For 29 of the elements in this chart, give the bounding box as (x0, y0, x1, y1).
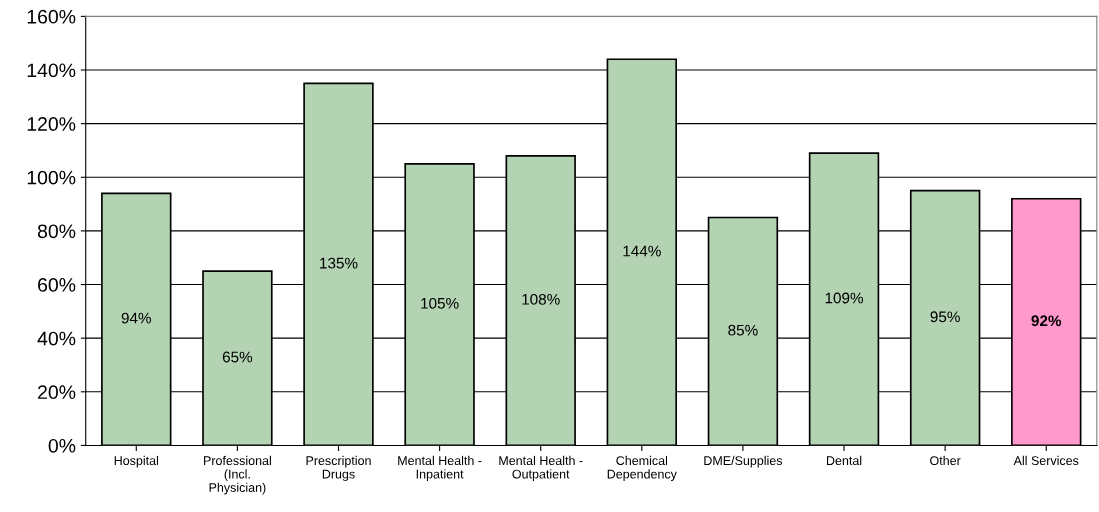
x-tick-label: Prescription Drugs (306, 455, 371, 481)
x-tick-label: Dental (826, 455, 862, 466)
x-tick-label: All Services (1013, 455, 1079, 466)
data-label: 105% (421, 297, 459, 309)
data-label: 109% (825, 292, 864, 304)
data-label: 85% (728, 324, 758, 336)
x-tick-label: Mental Health - Inpatient (398, 455, 482, 481)
y-tick-label: 140% (27, 63, 76, 78)
y-tick-label: 80% (37, 224, 76, 239)
x-tick-label: Professional (Incl. Physician) (204, 455, 271, 495)
y-tick-label: 20% (38, 385, 76, 400)
y-tick-label: 100% (27, 170, 76, 185)
data-label: 144% (623, 245, 661, 257)
x-tick-label: DME/Supplies (704, 455, 783, 468)
x-tick-label: Mental Health - Outpatient (499, 455, 583, 481)
y-tick-label: 0% (48, 438, 76, 453)
data-label: 94% (121, 312, 152, 324)
x-tick-label: Chemical Dependency (607, 455, 677, 481)
y-tick-label: 60% (38, 278, 76, 292)
y-tick-label: 40% (37, 331, 76, 346)
data-label: 108% (522, 293, 560, 305)
data-label: 92% (1031, 315, 1062, 327)
x-tick-label: Other (930, 455, 961, 466)
data-label: 135% (320, 257, 358, 269)
y-tick-label: 120% (27, 117, 76, 131)
y-tick-label: 160% (27, 9, 76, 24)
data-label: 65% (222, 351, 253, 363)
data-label: 95% (930, 311, 960, 323)
x-tick-label: Hospital (114, 455, 159, 468)
